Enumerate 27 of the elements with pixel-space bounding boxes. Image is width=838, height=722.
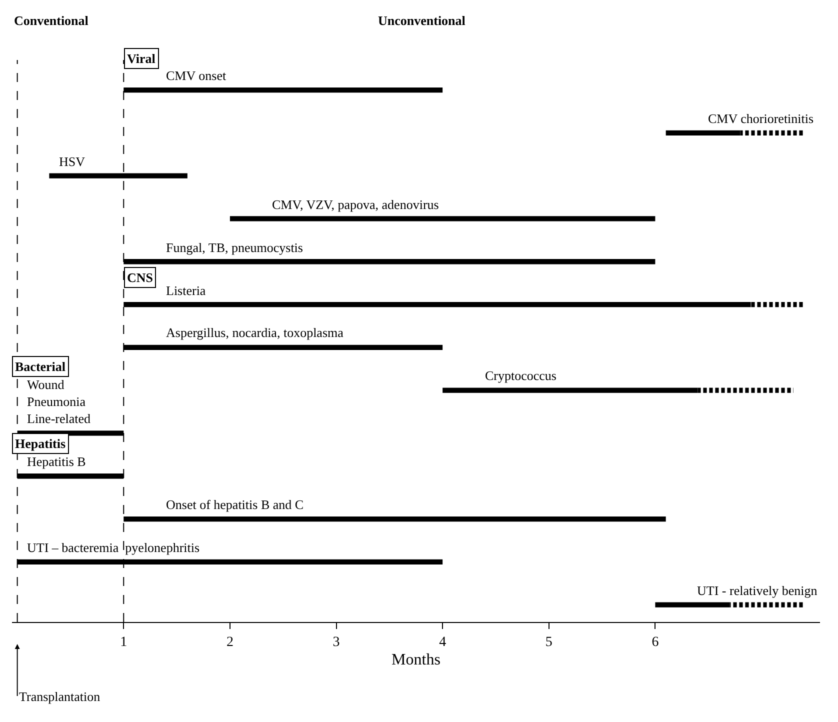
y-tick-label: Listeria	[166, 283, 206, 298]
y-tick-label: UTI - relatively benign	[697, 583, 818, 598]
y-tick-label: CMV, VZV, papova, adenovirus	[272, 197, 439, 212]
text: Conventional	[14, 13, 89, 28]
annotation: CNS	[127, 270, 154, 285]
y-tick-label: HSV	[59, 154, 86, 169]
y-tick-label: CMV chorioretinitis	[708, 111, 814, 126]
x-tick-label: 2	[226, 634, 234, 650]
y-tick-label: Aspergillus, nocardia, toxoplasma	[166, 325, 344, 340]
x-tick-label: 5	[545, 634, 552, 650]
annotation: Bacterial	[15, 359, 66, 374]
y-tick-label: Fungal, TB, pneumocystis	[166, 240, 303, 255]
y-tick-label: Cryptococcus	[485, 368, 556, 383]
y-tick-label: Wound Pneumonia Line-related	[27, 377, 92, 426]
y-tick-label: Onset of hepatitis B and C	[166, 497, 304, 512]
y-tick-label: UTI – bacteremia pyelonephritis	[27, 540, 200, 555]
text: Unconventional	[378, 13, 466, 28]
text: Transplantation	[19, 689, 101, 704]
y-tick-label: Hepatitis B	[27, 454, 86, 469]
x-tick-label: 4	[439, 634, 446, 650]
x-tick-label: 6	[652, 634, 659, 650]
x-axis-title: Months	[392, 652, 440, 668]
x-tick-label: 1	[120, 634, 128, 650]
annotation: Viral	[127, 51, 156, 66]
x-tick-label: 3	[332, 634, 340, 650]
annotation: Hepatitis	[15, 436, 66, 451]
y-tick-label: CMV onset	[166, 68, 226, 83]
